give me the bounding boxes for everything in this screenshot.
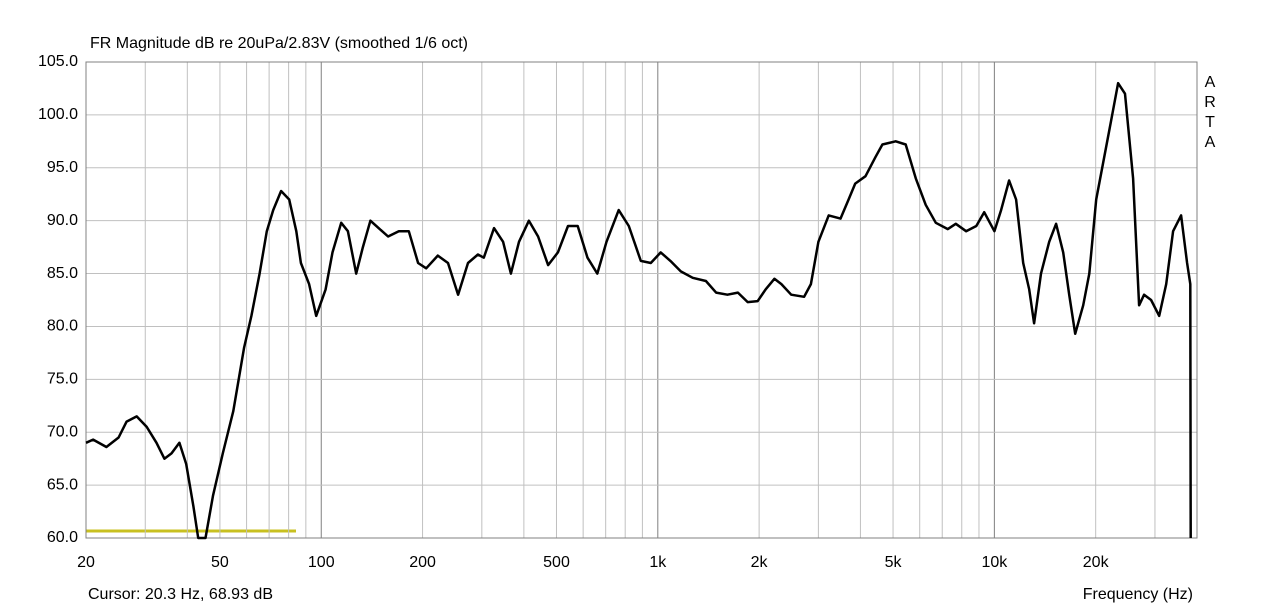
x-tick-label: 10k [981, 554, 1008, 571]
plot-frame [85, 61, 1198, 539]
cursor-readout: Cursor: 20.3 Hz, 68.93 dB [88, 586, 273, 603]
y-tick-label: 60.0 [47, 529, 78, 546]
x-tick-label: 100 [308, 554, 335, 571]
x-tick-label: 1k [649, 554, 667, 571]
y-tick-label: 95.0 [47, 159, 78, 176]
x-axis-label: Frequency (Hz) [1083, 586, 1193, 603]
y-tick-label: 75.0 [47, 371, 78, 388]
watermark: ARTA [1202, 74, 1219, 154]
y-tick-label: 85.0 [47, 265, 78, 282]
y-tick-label: 100.0 [38, 106, 78, 123]
x-tick-label: 2k [751, 554, 769, 571]
x-tick-label: 200 [409, 554, 436, 571]
x-tick-label: 5k [885, 554, 903, 571]
chart-title: FR Magnitude dB re 20uPa/2.83V (smoothed… [90, 35, 468, 52]
response-line [85, 81, 1192, 540]
y-tick-label: 105.0 [38, 53, 78, 70]
y-tick-label: 65.0 [47, 476, 78, 493]
x-tick-label: 50 [211, 554, 229, 571]
y-tick-label: 70.0 [47, 423, 78, 440]
x-tick-label: 20k [1083, 554, 1110, 571]
x-tick-label: 20 [77, 554, 95, 571]
y-tick-label: 90.0 [47, 212, 78, 229]
x-tick-label: 500 [543, 554, 570, 571]
plot-area [86, 62, 1197, 538]
y-tick-label: 80.0 [47, 318, 78, 335]
